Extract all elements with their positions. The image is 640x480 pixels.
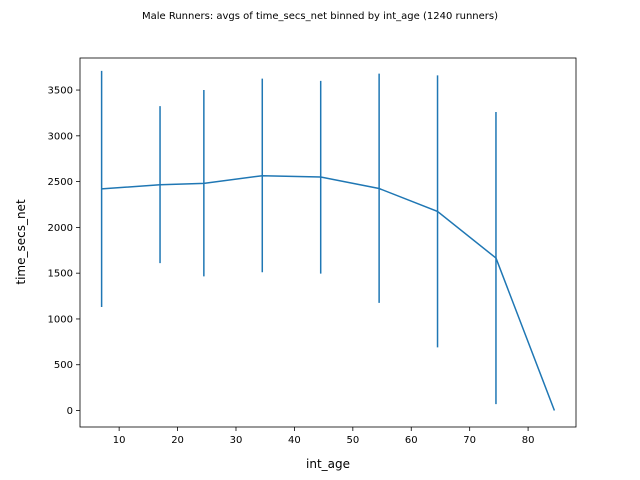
y-tick-label: 3000	[48, 131, 73, 142]
x-tick-label: 60	[405, 435, 418, 446]
x-tick-label: 10	[113, 435, 126, 446]
y-tick-label: 2500	[48, 177, 73, 188]
x-tick-label: 80	[522, 435, 535, 446]
y-tick-label: 2000	[48, 223, 73, 234]
y-tick-label: 1500	[48, 269, 73, 280]
x-tick-label: 40	[288, 435, 301, 446]
chart-title: Male Runners: avgs of time_secs_net binn…	[142, 11, 498, 22]
x-tick-label: 30	[230, 435, 243, 446]
plot-frame	[79, 57, 577, 428]
x-axis-label: int_age	[306, 457, 350, 471]
y-axis: 0 500 1000 1500 2000 2500 3000 3500	[48, 86, 80, 417]
x-tick-label: 70	[463, 435, 476, 446]
y-tick-label: 0	[67, 406, 73, 417]
y-tick-label: 500	[54, 360, 73, 371]
y-tick-label: 1000	[48, 314, 73, 325]
x-tick-label: 50	[346, 435, 359, 446]
series-line	[101, 174, 556, 411]
plot-area	[100, 70, 556, 411]
x-tick-label: 20	[171, 435, 184, 446]
y-axis-label: time_secs_net	[14, 199, 28, 285]
y-tick-label: 3500	[48, 86, 73, 97]
x-axis: 10 20 30 40 50 60 70 80	[113, 427, 535, 446]
